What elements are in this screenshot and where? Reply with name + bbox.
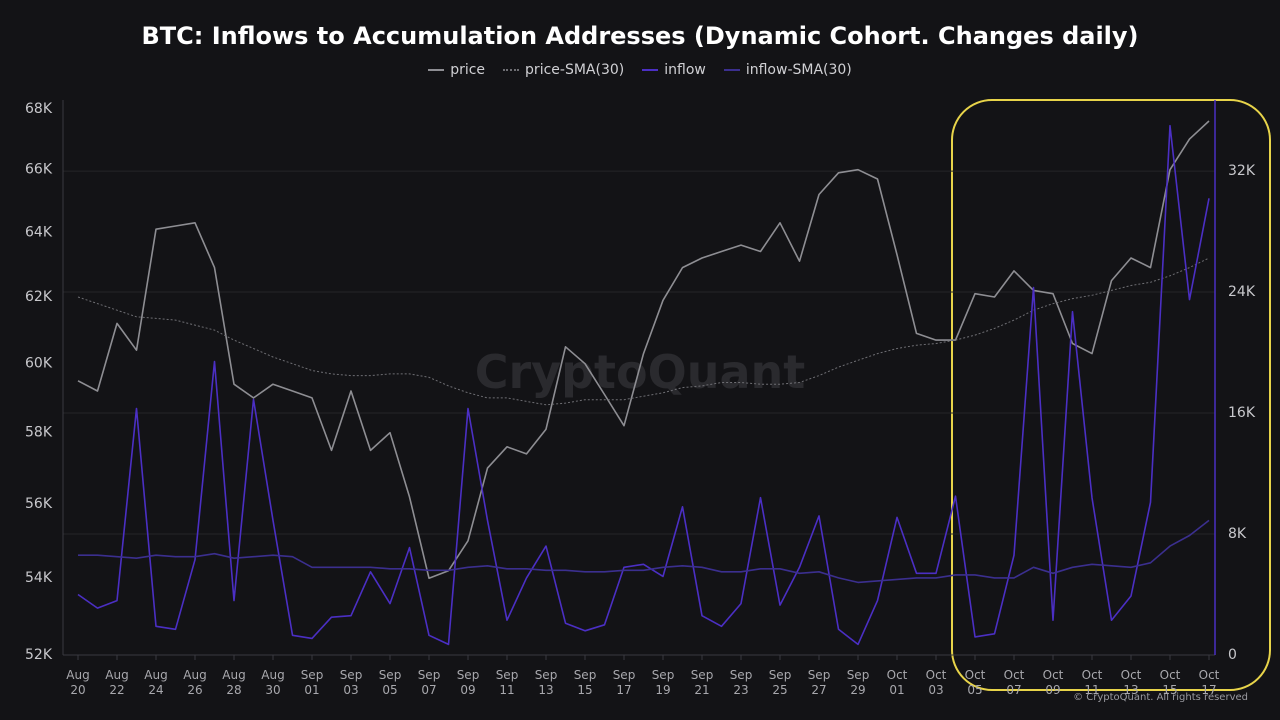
series-line: [77, 120, 1210, 579]
y-tick-label: 66K: [25, 162, 53, 178]
x-tick-label: Aug 28: [222, 668, 246, 697]
x-tick-label: Aug 22: [105, 668, 129, 697]
y-tick-label: 56K: [25, 496, 53, 512]
x-tick-label: Aug 20: [66, 668, 90, 697]
legend: price price-SMA(30) inflow inflow-SMA(30): [0, 62, 1280, 78]
x-tick-label: Oct 05: [964, 668, 986, 697]
legend-item: price-SMA(30): [503, 62, 624, 78]
legend-label: price: [450, 62, 486, 78]
y-tick-label: 52K: [25, 647, 53, 663]
x-tick-label: Sep 25: [768, 668, 792, 697]
x-tick-label: Oct 01: [886, 668, 908, 697]
legend-swatch: [428, 69, 445, 71]
legend-item: price: [428, 62, 485, 78]
y2-tick-label: 0: [1228, 647, 1237, 663]
x-tick-label: Oct 15: [1159, 668, 1181, 697]
x-tick-label: Oct 13: [1120, 668, 1142, 697]
copyright: © CryptoQuant. All rights reserved: [1073, 692, 1248, 703]
legend-label: inflow-SMA(30): [745, 62, 852, 78]
x-tick-label: Oct 07: [1003, 668, 1025, 697]
x-tick-label: Sep 23: [729, 668, 753, 697]
y2-tick-label: 32K: [1228, 163, 1256, 179]
x-tick-label: Oct 17: [1198, 668, 1220, 697]
y2-tick-label: 24K: [1228, 284, 1256, 300]
y2-tick-label: 16K: [1228, 405, 1256, 421]
x-tick-label: Aug 26: [183, 668, 207, 697]
x-tick-label: Sep 05: [378, 668, 402, 697]
y-tick-label: 60K: [25, 356, 53, 372]
legend-item: inflow: [642, 62, 706, 78]
x-tick-label: Oct 03: [925, 668, 947, 697]
x-tick-label: Aug 24: [144, 668, 168, 697]
watermark: CryptoQuant: [474, 345, 806, 399]
y2-tick-label: 8K: [1228, 526, 1247, 542]
legend-swatch: [723, 69, 740, 71]
x-tick-label: Sep 29: [846, 668, 870, 697]
y-tick-label: 64K: [25, 224, 53, 240]
x-tick-label: Sep 01: [300, 668, 324, 697]
x-tick-label: Sep 17: [612, 668, 636, 697]
legend-swatch: [503, 69, 520, 71]
y-tick-label: 54K: [25, 570, 53, 586]
x-tick-label: Sep 11: [495, 668, 519, 697]
y-tick-label: 62K: [25, 289, 53, 305]
chart-title: BTC: Inflows to Accumulation Addresses (…: [141, 22, 1139, 50]
x-tick-label: Sep 03: [339, 668, 363, 697]
x-tick-label: Sep 15: [573, 668, 597, 697]
legend-label: price-SMA(30): [525, 62, 625, 78]
x-tick-label: Sep 21: [690, 668, 714, 697]
series-line: [78, 519, 1210, 584]
legend-swatch: [642, 69, 659, 71]
legend-label: inflow: [664, 62, 706, 78]
y-tick-label: 58K: [25, 425, 53, 441]
series-line: [77, 124, 1210, 646]
x-tick-label: Oct 11: [1081, 668, 1103, 697]
x-tick-label: Sep 19: [651, 668, 675, 697]
x-tick-label: Sep 27: [807, 668, 831, 697]
x-tick-label: Oct 09: [1042, 668, 1064, 697]
x-tick-label: Sep 07: [417, 668, 441, 697]
legend-item: inflow-SMA(30): [723, 62, 852, 78]
y-tick-label: 68K: [25, 101, 53, 117]
x-tick-label: Aug 30: [261, 668, 285, 697]
x-tick-label: Sep 09: [456, 668, 480, 697]
highlight-box: [951, 99, 1271, 691]
x-tick-label: Sep 13: [534, 668, 558, 697]
series-line: [77, 257, 1210, 406]
